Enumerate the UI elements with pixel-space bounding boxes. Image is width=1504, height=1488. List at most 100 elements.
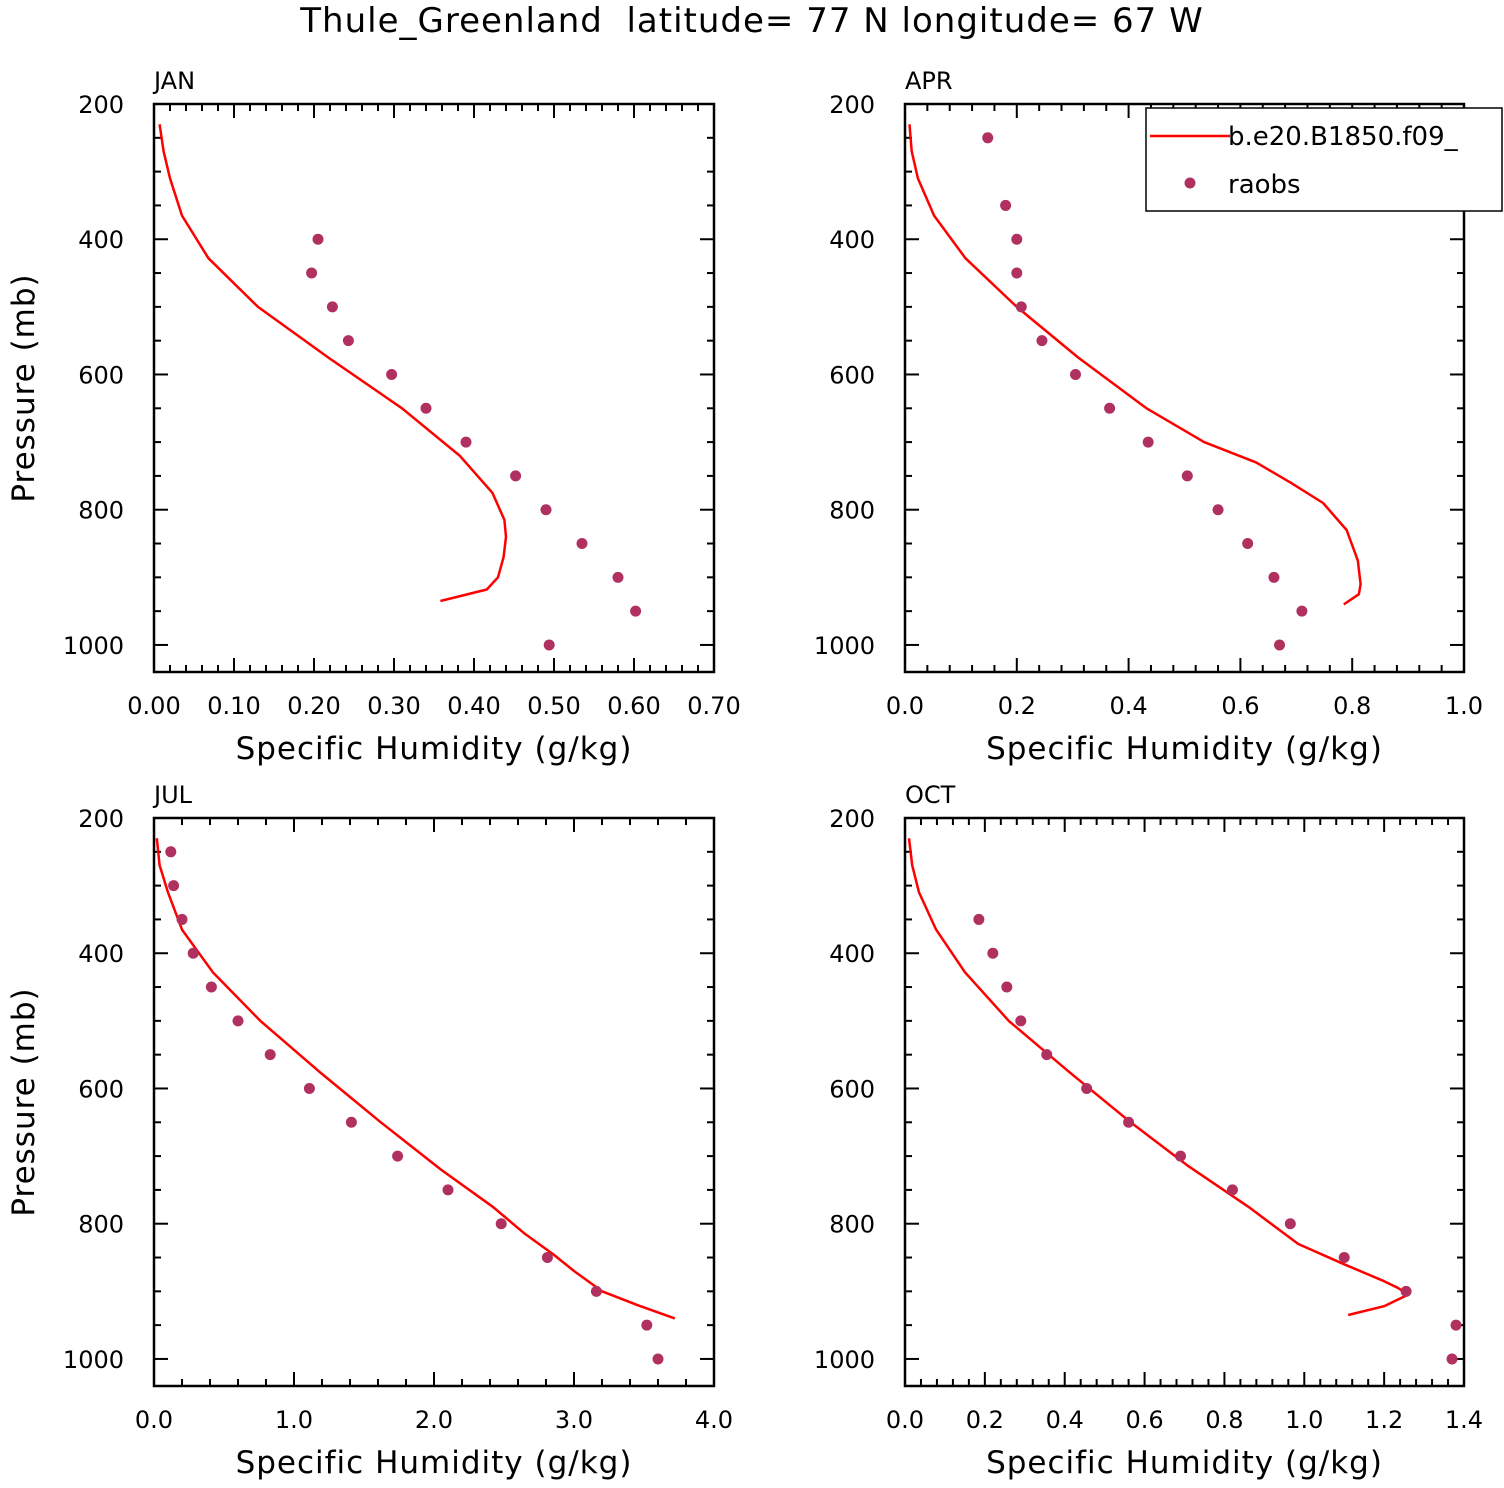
obs-point [306,267,318,279]
x-tick-label: 1.0 [1285,1406,1323,1434]
x-tick-label: 0.2 [998,692,1036,720]
y-tick-label: 600 [78,361,124,389]
x-tick-label: 0.4 [1110,692,1148,720]
legend-obs-marker [1184,177,1196,189]
panel-apr: APR 0.0 0.2 0.4 0.6 0.8 1.0 200 400 600 800 1000 Spe… [814,67,1483,767]
x-tick-label: 0.20 [287,692,340,720]
x-axis-label: Specific Humidity (g/kg) [986,1445,1383,1481]
obs-point [541,1252,553,1264]
obs-point [1175,1150,1187,1162]
y-tick-label: 400 [829,940,875,968]
obs-point [1041,1049,1053,1061]
obs-point [303,1082,315,1094]
obs-point [1338,1252,1350,1264]
obs-point [264,1049,276,1061]
x-tick-label: 0.00 [127,692,180,720]
obs-point [1268,571,1280,583]
model-profile-line [155,838,676,1320]
obs-point [460,436,472,448]
obs-point [1450,1319,1462,1331]
x-tick-label: 0.2 [966,1406,1004,1434]
x-tick-label: 0.0 [886,1406,924,1434]
obs-point [540,504,552,516]
y-tick-label: 200 [829,805,875,833]
x-tick-label: 0.10 [207,692,260,720]
obs-point [543,639,555,651]
y-tick-label: 1000 [63,1346,124,1374]
x-tick-label: 1.0 [1445,692,1483,720]
obs-point [1242,538,1254,550]
obs-point [386,368,398,380]
x-axis-label: Specific Humidity (g/kg) [986,731,1383,767]
obs-point [1104,402,1116,414]
x-tick-label: 0.70 [687,692,740,720]
obs-point [345,1116,357,1128]
obs-point [205,981,217,993]
obs-point [176,913,188,925]
x-tick-label: 0.8 [1205,1406,1243,1434]
y-tick-label: 600 [829,361,875,389]
obs-point [342,335,354,347]
y-tick-label: 200 [829,91,875,119]
obs-point [420,402,432,414]
y-tick-label: 1000 [63,632,124,660]
plot-frame [903,102,1466,674]
obs-point [1212,504,1224,516]
x-tick-label: 1.4 [1445,1406,1483,1434]
obs-point [1015,301,1027,313]
x-tick-label: 0.0 [886,692,924,720]
x-tick-label: 2.0 [415,1406,453,1434]
panel-label: OCT [905,781,956,809]
y-axis-label: Pressure (mb) [6,987,42,1216]
panels-group: JAN 0.00 0.10 0.20 0.30 0.40 0.50 0.60 0.70 200 40… [6,67,1483,1481]
plot-frame [152,102,716,674]
obs-point [1284,1218,1296,1230]
obs-point [590,1285,602,1297]
y-tick-label: 800 [78,1211,124,1239]
y-tick-label: 1000 [814,632,875,660]
x-tick-label: 0.8 [1333,692,1371,720]
panel-jul: JUL 0.0 1.0 2.0 3.0 4.0 200 400 600 800 1000 Specif… [6,781,733,1481]
legend-model-label: b.e20.B1850.f09_ [1228,122,1459,152]
obs-point [1446,1353,1458,1365]
obs-point [973,913,985,925]
obs-point [652,1353,664,1365]
y-tick-label: 600 [829,1075,875,1103]
y-tick-label: 400 [829,226,875,254]
model-profile-line [908,124,1362,606]
plot-frame [903,816,1466,1388]
obs-point [612,571,624,583]
y-tick-label: 400 [78,940,124,968]
y-tick-label: 1000 [814,1346,875,1374]
obs-point [1069,368,1081,380]
x-tick-label: 0.0 [135,1406,173,1434]
x-tick-label: 1.0 [275,1406,313,1434]
y-axis-label: Pressure (mb) [6,273,42,502]
obs-point [1142,436,1154,448]
x-tick-label: 0.30 [367,692,420,720]
model-profile-line [158,124,508,603]
panel-oct: OCT 0.0 0.2 0.4 0.6 0.8 1.0 1.2 1.4 200 400 600 800 1… [814,781,1483,1481]
obs-point [1296,605,1308,617]
obs-point [576,538,588,550]
x-tick-label: 4.0 [695,1406,733,1434]
obs-point [232,1015,244,1027]
legend-box [1145,107,1503,212]
panel-label: JAN [152,67,195,95]
x-tick-label: 0.6 [1125,1406,1163,1434]
x-tick-label: 0.4 [1046,1406,1084,1434]
obs-point [1011,233,1023,245]
obs-point [1274,639,1286,651]
obs-point [495,1218,507,1230]
obs-point [1015,1015,1027,1027]
obs-point [630,605,642,617]
obs-point [1036,335,1048,347]
legend: b.e20.B1850.f09_ raobs [1145,107,1503,212]
x-axis-label: Specific Humidity (g/kg) [236,731,633,767]
legend-obs-label: raobs [1228,170,1301,200]
obs-point [1081,1082,1093,1094]
obs-point [641,1319,653,1331]
panel-label: APR [905,67,953,95]
obs-point [312,233,324,245]
